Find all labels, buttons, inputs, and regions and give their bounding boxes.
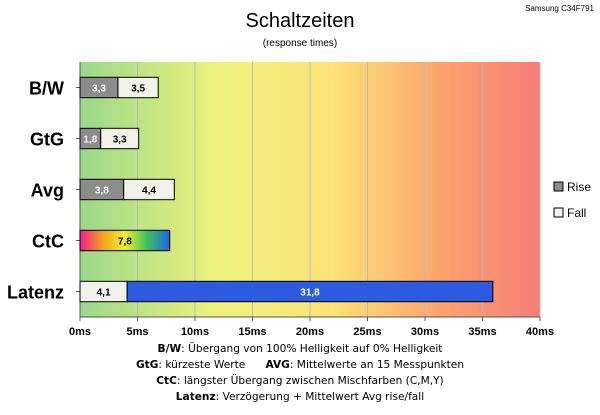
legend-fall-swatch: [553, 207, 564, 218]
category-labels: B/W GtG Avg CtC Latenz: [7, 79, 80, 303]
bar-segment: [79, 229, 171, 252]
gridlines: [137, 62, 541, 317]
x-tick-label: 20ms: [296, 326, 324, 338]
bar-value-label: 3,3: [92, 84, 106, 95]
x-tick-label: 15ms: [238, 326, 266, 338]
footnotes: B/W: Übergang von 100% Helligkeit auf 0%…: [0, 341, 600, 405]
x-tick-label: 5ms: [126, 326, 148, 338]
bar-value-label: 7,8: [118, 237, 132, 248]
note-bw: B/W: Übergang von 100% Helligkeit auf 0%…: [157, 343, 443, 355]
bar-value-label: 3,5: [131, 84, 145, 95]
category-label: Avg: [31, 181, 64, 201]
chart-subtitle: (response times): [263, 38, 337, 49]
x-tick-label: 30ms: [411, 326, 439, 338]
note-gtg-avg: GtG: kürzeste Werte AVG: Mittelwerte an …: [135, 359, 465, 371]
bar-value-label: 1,8: [83, 135, 97, 146]
x-tick-label: 25ms: [353, 326, 381, 338]
bar-segment: [117, 76, 159, 99]
bar-value-label: 3,8: [95, 186, 109, 197]
x-tick-label: 0ms: [69, 326, 91, 338]
legend-rise-label: Rise: [567, 180, 591, 194]
category-label: B/W: [29, 79, 64, 99]
bar-segment: [123, 178, 175, 201]
legend-rise-swatch: [553, 181, 564, 192]
bar-value-label: 31,8: [300, 288, 320, 299]
note-latenz: Latenz: Verzögerung + Mittelwert Avg ris…: [175, 391, 425, 403]
bar-value-label: 4,1: [97, 288, 111, 299]
bar-segment: [126, 280, 494, 303]
bars: 3,3 3,5 1,8 3,3 3,8 4,4 7,8 4,1 31,8: [79, 76, 494, 303]
x-tick-label: 40ms: [526, 326, 554, 338]
chart-title: Schaltzeiten: [246, 10, 355, 32]
bar-value-label: 3,3: [113, 135, 127, 146]
x-tick-label: 10ms: [181, 326, 209, 338]
x-tick-labels: 0ms 5ms 10ms 15ms 20ms 25ms 30ms 35ms 40ms: [69, 317, 554, 338]
category-label: GtG: [30, 130, 64, 150]
legend: Rise Fall: [553, 180, 591, 220]
category-label: CtC: [32, 232, 64, 252]
x-tick-label: 35ms: [468, 326, 496, 338]
bar-segment: [100, 127, 140, 150]
category-label: Latenz: [7, 283, 64, 303]
note-ctc: CtC: längster Übergang zwischen Mischfar…: [156, 375, 444, 387]
model-label: Samsung C34F791: [525, 4, 594, 13]
legend-fall-label: Fall: [567, 206, 586, 220]
bar-value-label: 4,4: [142, 186, 156, 197]
